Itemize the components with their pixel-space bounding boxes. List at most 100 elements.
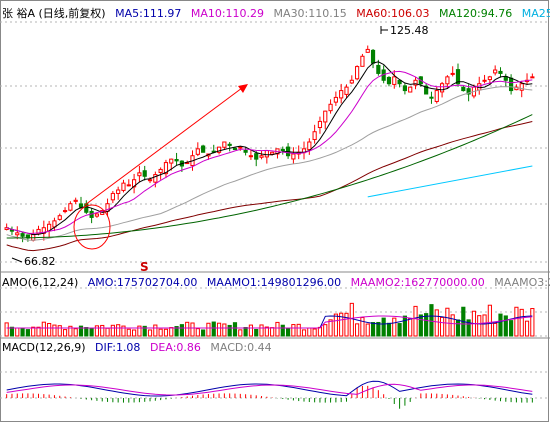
candle-body	[408, 86, 413, 93]
amo-bar	[174, 326, 179, 337]
ma120-line	[6, 114, 533, 239]
amo-bar	[455, 319, 461, 337]
macd-header: MACD(12,26,9) DIF:1.08 DEA:0.86 MACD:0.4…	[2, 341, 278, 354]
amo-bar	[349, 302, 354, 337]
amo-bar	[216, 322, 222, 337]
candle-body	[254, 153, 259, 160]
amo-bar	[195, 328, 200, 337]
ma30-line	[6, 86, 533, 241]
candle-body	[312, 131, 317, 141]
high-price-label: 125.48	[390, 24, 429, 37]
amo-bar	[147, 329, 153, 337]
candle-body	[270, 151, 275, 155]
maamo2-label: MAAMO2:162770000.00	[350, 276, 485, 289]
amo-bar	[169, 327, 174, 337]
candle-body	[248, 155, 254, 158]
candle-body	[519, 83, 524, 91]
amo-bar	[376, 321, 381, 337]
amo-bar	[328, 319, 333, 337]
amo-bar	[126, 328, 131, 337]
ma250-label: MA250	[521, 7, 550, 20]
amo-bar	[301, 329, 307, 337]
candle-body	[264, 150, 269, 158]
dea-line	[6, 383, 533, 396]
amo-bar	[413, 305, 418, 337]
candle-body	[333, 96, 338, 103]
candle-body	[259, 155, 264, 158]
dif-label: DIF:1.08	[95, 341, 141, 354]
amo-bar	[25, 329, 30, 337]
amo-bar	[381, 317, 386, 337]
candle-body	[397, 79, 402, 85]
candle-body	[429, 96, 434, 99]
candle-body	[222, 141, 227, 148]
amo-bar	[4, 322, 9, 337]
amo-bar	[47, 322, 52, 337]
amo-bar	[238, 329, 243, 337]
amo-bar	[317, 326, 323, 337]
ma60-label: MA60:106.03	[356, 7, 430, 20]
candle-body	[413, 79, 418, 86]
amo-bar	[142, 325, 147, 337]
candle-body	[126, 184, 131, 187]
candle-body	[450, 72, 455, 75]
amo-bar	[243, 327, 248, 337]
amo-bar	[408, 318, 413, 337]
amo-bar	[365, 323, 370, 337]
candle-body	[439, 83, 445, 93]
ma10-label: MA10:110.29	[190, 7, 265, 20]
ma60-line	[6, 121, 533, 252]
amo-bar	[530, 308, 535, 337]
amo-bar	[78, 325, 84, 337]
amo-bar	[36, 326, 41, 337]
candle-body	[158, 168, 163, 174]
candle-body	[349, 79, 354, 84]
amo-bar	[482, 314, 487, 337]
maamo1-label: MAAMO1:149801296.00	[206, 276, 342, 289]
amo-bar	[296, 323, 301, 337]
candle-body	[227, 143, 232, 146]
amo-bar	[450, 314, 455, 337]
candle-body	[370, 49, 376, 64]
amo-bar	[434, 309, 439, 337]
amo-bar	[418, 314, 423, 337]
amo-value: AMO:175702704.00	[87, 276, 198, 289]
amo-bar	[312, 328, 317, 337]
amo-bar	[89, 327, 94, 337]
trend-arrow	[84, 87, 243, 206]
candle-body	[280, 148, 285, 152]
maamo2-line	[6, 315, 533, 329]
amo-bar	[509, 320, 514, 337]
amo-bar	[15, 327, 20, 337]
amo-bar	[307, 327, 312, 337]
amo-bar	[232, 322, 238, 337]
candle-body	[317, 120, 323, 129]
amo-bar	[68, 325, 73, 337]
ma30-label: MA30:110.15	[273, 7, 347, 20]
amo-bar	[344, 312, 349, 337]
candle-body	[147, 179, 153, 182]
amo-bar	[429, 304, 434, 337]
candle-body	[163, 162, 169, 175]
candle-body	[116, 189, 121, 194]
candle-body	[376, 64, 381, 74]
amo-bar	[339, 312, 344, 337]
candle-body	[498, 70, 503, 74]
amo-bar	[185, 321, 190, 337]
candle-body	[392, 76, 397, 85]
amo-bar	[116, 324, 121, 337]
s-marker: S	[140, 260, 149, 274]
amo-bar	[524, 320, 530, 337]
candle-body	[402, 85, 407, 92]
candle-body	[216, 146, 222, 153]
dif-line	[6, 380, 533, 397]
candle-body	[482, 79, 487, 82]
trend-arrow-head	[238, 84, 248, 93]
candle-body	[328, 103, 333, 112]
amo-bar	[493, 322, 498, 337]
amo-bar	[323, 324, 328, 337]
amo-bar	[121, 325, 126, 337]
